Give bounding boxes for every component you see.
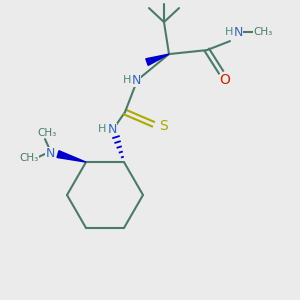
Text: H: H xyxy=(98,124,106,134)
Text: O: O xyxy=(220,73,230,87)
Text: N: N xyxy=(131,74,141,87)
Text: H: H xyxy=(225,27,233,37)
Text: CH₃: CH₃ xyxy=(20,153,39,163)
Polygon shape xyxy=(146,54,169,65)
Text: CH₃: CH₃ xyxy=(254,27,273,37)
Text: N: N xyxy=(233,26,243,39)
Text: H: H xyxy=(123,75,131,85)
Text: N: N xyxy=(107,123,117,136)
Text: CH₃: CH₃ xyxy=(38,128,57,138)
Text: S: S xyxy=(159,119,167,133)
Polygon shape xyxy=(57,151,86,162)
Text: N: N xyxy=(45,147,55,160)
